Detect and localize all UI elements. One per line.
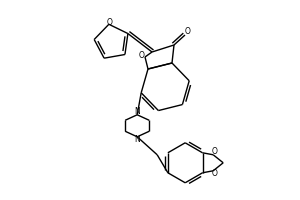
Text: O: O [211, 169, 217, 178]
Text: O: O [139, 51, 145, 60]
Text: N: N [134, 107, 140, 116]
Text: O: O [211, 147, 217, 156]
Text: N: N [134, 135, 140, 144]
Text: O: O [185, 27, 191, 36]
Text: O: O [107, 18, 113, 27]
